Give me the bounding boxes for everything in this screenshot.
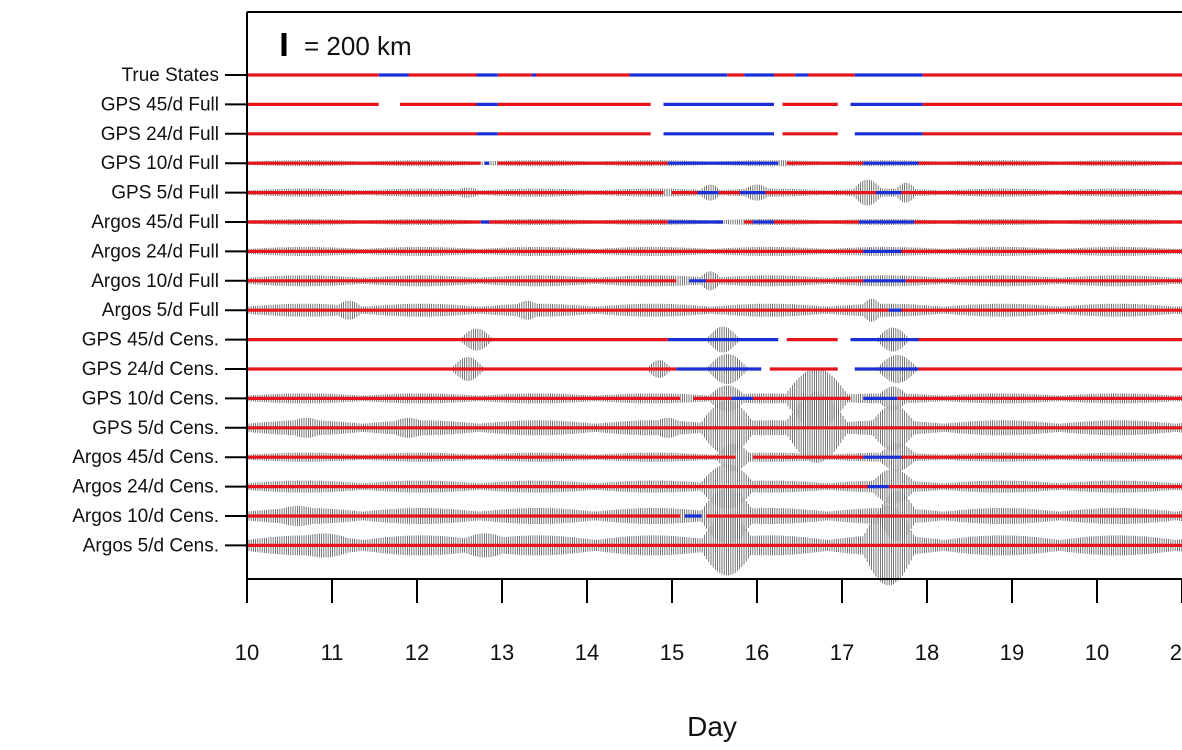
uncertainty-layer: [248, 160, 1182, 586]
